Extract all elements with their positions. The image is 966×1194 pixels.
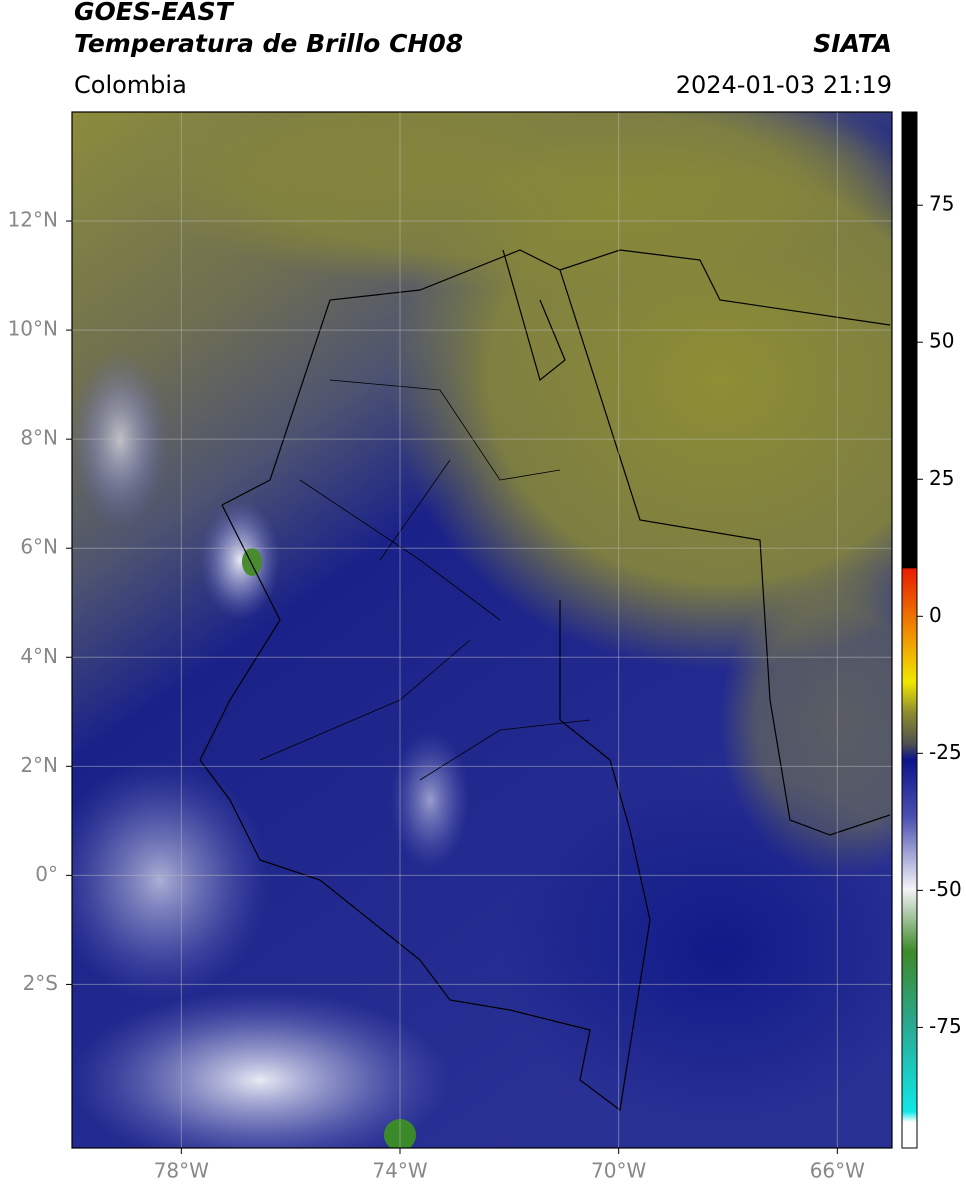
y-tick-label: 2°S [23, 971, 58, 995]
y-tick-label: 6°N [20, 535, 58, 559]
colorbar-tick-label: 25 [929, 466, 954, 490]
colorbar-tick-label: -50 [929, 877, 962, 901]
map-frame [71, 111, 893, 1149]
title: GOES-EAST [74, 0, 235, 26]
y-tick-label: 4°N [20, 644, 58, 668]
y-tick-label: 8°N [20, 426, 58, 450]
colorbar [901, 111, 918, 1149]
y-tick-label: 0° [35, 862, 58, 886]
source: SIATA [813, 29, 892, 58]
subtitle: Temperatura de Brillo CH08 [74, 29, 463, 58]
colorbar-tick-label: 75 [929, 192, 954, 216]
y-tick-label: 2°N [20, 753, 58, 777]
colorbar-tick-label: -25 [929, 740, 962, 764]
colorbar-tick-label: -75 [929, 1014, 962, 1038]
y-tick-label: 12°N [8, 208, 58, 232]
x-tick-label: 70°W [591, 1159, 646, 1183]
y-tick-label: 10°N [8, 317, 58, 341]
region: Colombia [74, 71, 187, 99]
colorbar-tick-label: 50 [929, 329, 954, 353]
datetime: 2024-01-03 21:19 [676, 71, 892, 99]
x-tick-label: 74°W [372, 1159, 427, 1183]
colorbar-tick-label: 0 [929, 603, 942, 627]
satellite-image [72, 112, 892, 1148]
x-tick-label: 66°W [810, 1159, 865, 1183]
x-tick-label: 78°W [154, 1159, 209, 1183]
